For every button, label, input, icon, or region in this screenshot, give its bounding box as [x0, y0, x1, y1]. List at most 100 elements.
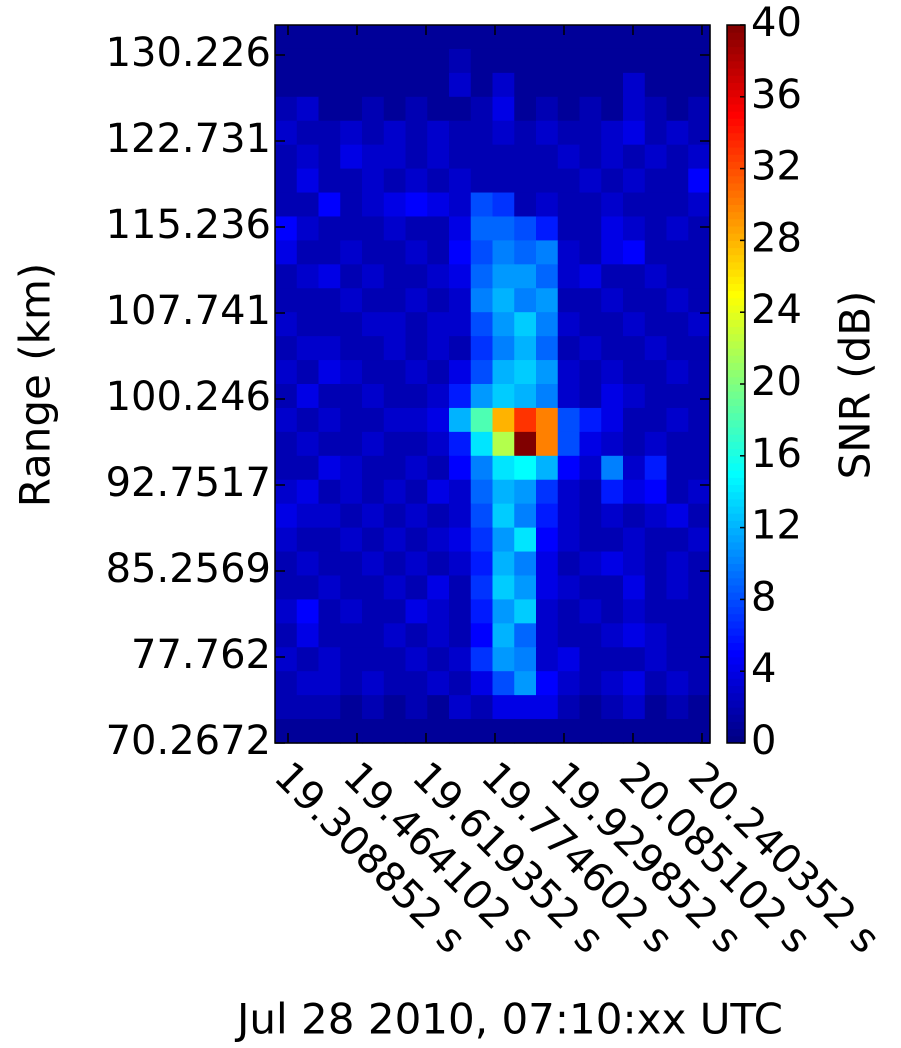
heatmap-cell [514, 527, 537, 553]
heatmap-cell [644, 503, 668, 529]
heatmap-cell [623, 312, 646, 337]
heatmap-cell [644, 168, 668, 194]
colorbar-segment [727, 671, 745, 679]
heatmap-cell [470, 168, 494, 194]
heatmap-cell [362, 240, 385, 265]
heatmap-cell [296, 455, 320, 481]
heatmap-cell [557, 144, 581, 170]
colorbar-label: SNR (dB) [831, 291, 880, 480]
heatmap-cell [644, 264, 668, 289]
heatmap-cell [579, 48, 602, 74]
heatmap-cell [318, 360, 341, 385]
colorbar-tick-label: 24 [751, 287, 802, 333]
heatmap-cell [492, 647, 515, 672]
heatmap-cell [275, 25, 298, 50]
colorbar-segment [727, 240, 745, 249]
heatmap-cell [362, 336, 385, 361]
colorbar-segment [727, 139, 745, 148]
heatmap-cell [644, 575, 668, 600]
colorbar-tick-label: 12 [751, 503, 802, 549]
heatmap-cell [557, 599, 581, 624]
heatmap-cell [275, 503, 298, 529]
colorbar-segment [727, 175, 745, 184]
heatmap-cell [427, 25, 450, 50]
heatmap-cell [427, 336, 450, 361]
colorbar-segment [727, 326, 745, 335]
heatmap-cell [362, 168, 385, 194]
heatmap-cell [470, 503, 494, 529]
y-tick-label: 107.741 [106, 288, 271, 334]
heatmap-cell [449, 288, 472, 313]
heatmap-cell [579, 503, 602, 529]
heatmap-cell [296, 647, 320, 672]
heatmap-cell [383, 527, 407, 553]
heatmap-cell [688, 695, 711, 720]
heatmap-cell [579, 192, 602, 218]
heatmap-cell [623, 527, 646, 553]
heatmap-cell [688, 312, 711, 337]
heatmap-cell [318, 72, 341, 98]
heatmap-cell [666, 216, 689, 241]
heatmap-cell [449, 168, 472, 194]
heatmap-cell [405, 479, 428, 505]
heatmap-cell [666, 48, 689, 74]
heatmap-cell [449, 575, 472, 600]
heatmap-cell [536, 25, 559, 50]
heatmap-cell [601, 671, 624, 696]
heatmap-cell [492, 264, 515, 289]
heatmap-cell [362, 384, 385, 409]
heatmap-cell [405, 623, 428, 648]
heatmap-cell [644, 144, 668, 170]
heatmap-cell [405, 503, 428, 529]
heatmap-cell [383, 288, 407, 313]
heatmap-cell [644, 455, 668, 481]
colorbar-tick-label: 16 [751, 431, 802, 477]
heatmap-cell [514, 503, 537, 529]
colorbar-segment [727, 477, 745, 486]
heatmap-cell [449, 336, 472, 361]
heatmap-cell [623, 407, 646, 433]
heatmap-cell [340, 599, 363, 624]
heatmap-cell [405, 96, 428, 122]
colorbar-tick-label: 40 [751, 0, 802, 46]
heatmap-cell [427, 72, 450, 98]
heatmap-cell [514, 72, 537, 98]
heatmap-cell [557, 192, 581, 218]
heatmap-cell [362, 25, 385, 50]
colorbar-segment [727, 46, 745, 55]
heatmap-cell [449, 240, 472, 265]
heatmap-cell [579, 527, 602, 553]
heatmap-cell [275, 168, 298, 194]
heatmap-cell [557, 647, 581, 672]
heatmap-cell [275, 695, 298, 720]
colorbar-segment [727, 218, 745, 227]
colorbar-segment [727, 147, 745, 155]
heatmap-cell [362, 647, 385, 672]
heatmap-cell [536, 431, 559, 457]
colorbar-segment [727, 635, 745, 643]
heatmap-cell [492, 527, 515, 553]
heatmap-cell [296, 671, 320, 696]
heatmap-cell [579, 360, 602, 385]
heatmap-cell [557, 384, 581, 409]
heatmap-cell [644, 431, 668, 457]
heatmap-cell [318, 264, 341, 289]
colorbar-segment [727, 714, 745, 722]
heatmap-cell [427, 168, 450, 194]
heatmap-cell [536, 264, 559, 289]
colorbar-segment [727, 283, 745, 292]
heatmap-cell [579, 647, 602, 672]
heatmap-cell [340, 168, 363, 194]
plot-frame [274, 24, 711, 744]
heatmap-cell [470, 25, 494, 50]
heatmap-cell [601, 192, 624, 218]
heatmap-cell [427, 599, 450, 624]
heatmap-cell [470, 695, 494, 720]
heatmap-cell [623, 647, 646, 672]
heatmap-cell [275, 336, 298, 361]
heatmap-cell [514, 48, 537, 74]
heatmap-cell [470, 551, 494, 577]
colorbar-segment [727, 484, 745, 493]
heatmap-cell [427, 120, 450, 146]
heatmap-cell [688, 623, 711, 648]
